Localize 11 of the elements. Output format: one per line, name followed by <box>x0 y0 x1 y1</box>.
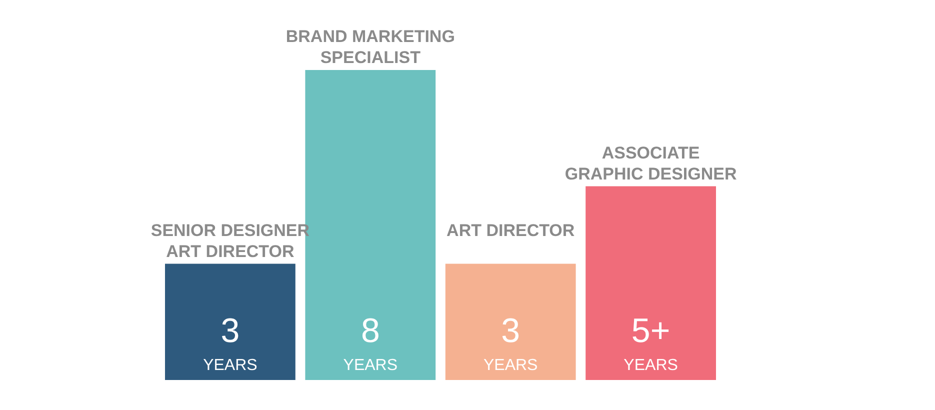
annotation: YEARS <box>624 357 678 374</box>
annotation: YEARS <box>343 357 398 374</box>
annotation: YEARS <box>203 357 258 374</box>
x-tick-label: ASSOCIATE GRAPHIC DESIGNER <box>564 143 737 184</box>
x-tick-label: ART DIRECTOR <box>446 220 575 240</box>
data-label: 3 <box>220 312 240 350</box>
annotation: YEARS <box>483 357 538 374</box>
data-label: 3 <box>501 312 520 350</box>
data-label: 8 <box>360 312 380 350</box>
x-tick-label: BRAND MARKETING SPECIALIST <box>286 27 455 67</box>
data-label: 5+ <box>631 312 670 350</box>
